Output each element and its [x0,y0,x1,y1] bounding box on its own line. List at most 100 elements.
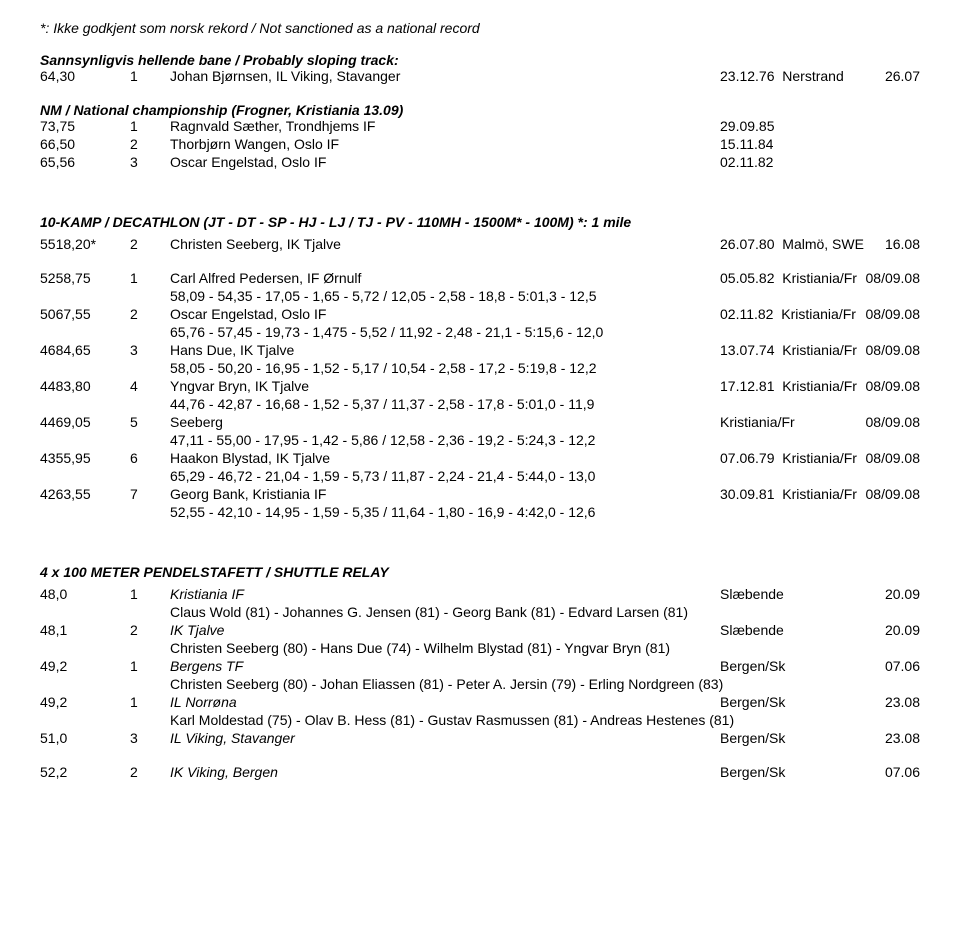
col-value: 5258,75 [40,270,130,286]
col-date: Slæbende [720,586,850,602]
col-date: Bergen/Sk [720,764,850,780]
detail-line: Claus Wold (81) - Johannes G. Jensen (81… [170,604,920,620]
detail-line: 47,11 - 55,00 - 17,95 - 1,42 - 5,86 / 12… [170,432,920,448]
col-place: 6 [130,450,170,466]
detail-line: 58,05 - 50,20 - 16,95 - 1,52 - 5,17 / 10… [170,360,920,376]
table-row: 4469,055SeebergKristiania/Fr08/09.08 [40,414,920,430]
col-result: 07.06 [850,658,920,674]
col-date: 07.06.79 Kristiania/Fr [720,450,850,466]
col-name: IK Viking, Bergen [170,764,720,780]
decathlon-lead-row: 5518,20* 2 Christen Seeberg, IK Tjalve 2… [40,236,920,252]
col-date: Bergen/Sk [720,694,850,710]
table-row: 51,03IL Viking, StavangerBergen/Sk23.08 [40,730,920,746]
col-name: Christen Seeberg, IK Tjalve [170,236,720,252]
col-name: IL Norrøna [170,694,720,710]
table-row: 4355,956Haakon Blystad, IK Tjalve07.06.7… [40,450,920,466]
table-row: 5258,751Carl Alfred Pedersen, IF Ørnulf0… [40,270,920,286]
col-place: 2 [130,136,170,152]
col-value: 52,2 [40,764,130,780]
col-name: Thorbjørn Wangen, Oslo IF [170,136,720,152]
detail-line: 44,76 - 42,87 - 16,68 - 1,52 - 5,37 / 11… [170,396,920,412]
col-name: Haakon Blystad, IK Tjalve [170,450,720,466]
col-date: 05.05.82 Kristiania/Fr [720,270,850,286]
col-place: 1 [130,68,170,84]
col-place: 1 [130,118,170,134]
col-value: 4684,65 [40,342,130,358]
col-value: 73,75 [40,118,130,134]
col-place: 2 [130,306,170,322]
col-place: 3 [130,730,170,746]
relay-title: 4 x 100 METER PENDELSTAFETT / SHUTTLE RE… [40,564,920,580]
col-place: 2 [130,764,170,780]
col-value: 51,0 [40,730,130,746]
col-result [850,154,920,170]
col-name: Carl Alfred Pedersen, IF Ørnulf [170,270,720,286]
table-row: 73,751Ragnvald Sæther, Trondhjems IF29.0… [40,118,920,134]
col-date: 26.07.80 Malmö, SWE [720,236,850,252]
col-date: 23.12.76 Nerstrand [720,68,850,84]
col-name: Kristiania IF [170,586,720,602]
col-value: 48,1 [40,622,130,638]
col-place: 3 [130,342,170,358]
table-row: 5067,552Oscar Engelstad, Oslo IF02.11.82… [40,306,920,322]
col-result: 20.09 [850,622,920,638]
col-place: 1 [130,270,170,286]
col-result: 08/09.08 [850,306,920,322]
col-value: 4469,05 [40,414,130,430]
sloping-title: Sannsynligvis hellende bane / Probably s… [40,52,920,68]
col-name: Hans Due, IK Tjalve [170,342,720,358]
col-name: IL Viking, Stavanger [170,730,720,746]
col-date: Bergen/Sk [720,730,850,746]
col-name: Bergens TF [170,658,720,674]
table-row: 4483,804Yngvar Bryn, IK Tjalve17.12.81 K… [40,378,920,394]
col-date: 02.11.82 Kristiania/Fr [720,306,850,322]
sloping-row: 64,30 1 Johan Bjørnsen, IL Viking, Stava… [40,68,920,84]
col-result: 08/09.08 [850,342,920,358]
detail-line: 58,09 - 54,35 - 17,05 - 1,65 - 5,72 / 12… [170,288,920,304]
col-value: 66,50 [40,136,130,152]
col-date: 15.11.84 [720,136,850,152]
col-place: 1 [130,586,170,602]
col-result: 08/09.08 [850,414,920,430]
detail-line: Karl Moldestad (75) - Olav B. Hess (81) … [170,712,920,728]
col-name: IK Tjalve [170,622,720,638]
table-row: 49,21IL NorrønaBergen/Sk23.08 [40,694,920,710]
table-row: 65,563Oscar Engelstad, Oslo IF02.11.82 [40,154,920,170]
col-name: Georg Bank, Kristiania IF [170,486,720,502]
col-name: Seeberg [170,414,720,430]
col-value: 65,56 [40,154,130,170]
not-sanctioned-note: *: Ikke godkjent som norsk rekord / Not … [40,20,920,36]
table-row: 4263,557Georg Bank, Kristiania IF30.09.8… [40,486,920,502]
col-place: 1 [130,694,170,710]
col-date: 17.12.81 Kristiania/Fr [720,378,850,394]
col-date: Slæbende [720,622,850,638]
col-date: 13.07.74 Kristiania/Fr [720,342,850,358]
detail-line: Christen Seeberg (80) - Johan Eliassen (… [170,676,920,692]
col-value: 4355,95 [40,450,130,466]
col-result [850,118,920,134]
col-result: 23.08 [850,730,920,746]
col-value: 5518,20* [40,236,130,252]
col-value: 5067,55 [40,306,130,322]
nm-title: NM / National championship (Frogner, Kri… [40,102,920,118]
col-result: 07.06 [850,764,920,780]
table-row: 48,01Kristiania IFSlæbende20.09 [40,586,920,602]
col-value: 49,2 [40,658,130,674]
col-result [850,136,920,152]
table-row: 49,21Bergens TFBergen/Sk07.06 [40,658,920,674]
detail-line: 65,29 - 46,72 - 21,04 - 1,59 - 5,73 / 11… [170,468,920,484]
table-row: 4684,653Hans Due, IK Tjalve13.07.74 Kris… [40,342,920,358]
col-date: 02.11.82 [720,154,850,170]
col-name: Yngvar Bryn, IK Tjalve [170,378,720,394]
col-result: 20.09 [850,586,920,602]
col-value: 49,2 [40,694,130,710]
col-place: 3 [130,154,170,170]
table-row: 66,502Thorbjørn Wangen, Oslo IF15.11.84 [40,136,920,152]
col-name: Oscar Engelstad, Oslo IF [170,154,720,170]
col-value: 48,0 [40,586,130,602]
col-result: 16.08 [850,236,920,252]
col-date: Bergen/Sk [720,658,850,674]
col-date: Kristiania/Fr [720,414,850,430]
col-value: 4263,55 [40,486,130,502]
col-name: Oscar Engelstad, Oslo IF [170,306,720,322]
